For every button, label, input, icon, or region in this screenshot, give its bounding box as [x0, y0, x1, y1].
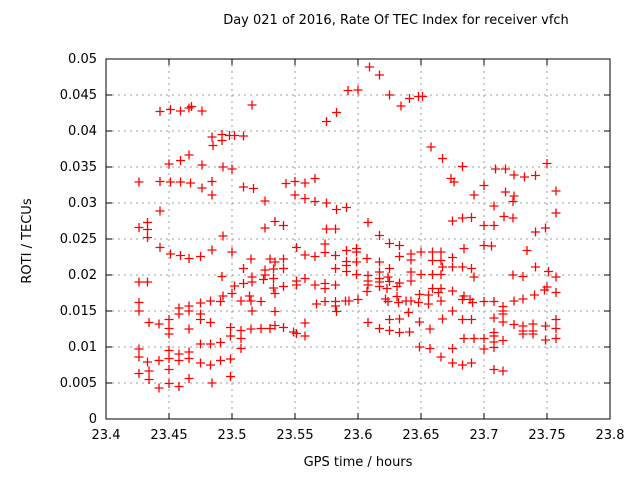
y-tick-label: 0.015: [60, 304, 97, 319]
y-tick-label: 0.02: [68, 268, 97, 283]
x-tick-label: 23.7: [470, 428, 499, 443]
x-axis-label: GPS time / hours: [303, 455, 413, 470]
y-tick-label: 0.03: [68, 196, 97, 211]
x-tick-label: 23.65: [402, 428, 439, 443]
y-tick-label: 0.035: [60, 160, 97, 175]
y-tick-label: 0.01: [68, 340, 97, 355]
y-tick-label: 0.005: [60, 376, 97, 391]
y-tick-label: 0.045: [60, 88, 97, 103]
x-tick-label: 23.4: [92, 428, 121, 443]
y-tick-label: 0.04: [68, 124, 97, 139]
x-tick-label: 23.5: [218, 428, 247, 443]
chart-title: Day 021 of 2016, Rate Of TEC Index for r…: [223, 13, 569, 28]
y-tick-label: 0: [89, 412, 97, 427]
x-tick-label: 23.45: [150, 428, 187, 443]
x-tick-label: 23.6: [344, 428, 373, 443]
data-points: [134, 62, 561, 393]
y-tick-label: 0.025: [60, 232, 97, 247]
x-tick-label: 23.75: [528, 428, 565, 443]
x-tick-label: 23.55: [276, 428, 313, 443]
x-tick-label: 23.8: [596, 428, 625, 443]
y-tick-label: 0.05: [68, 52, 97, 67]
